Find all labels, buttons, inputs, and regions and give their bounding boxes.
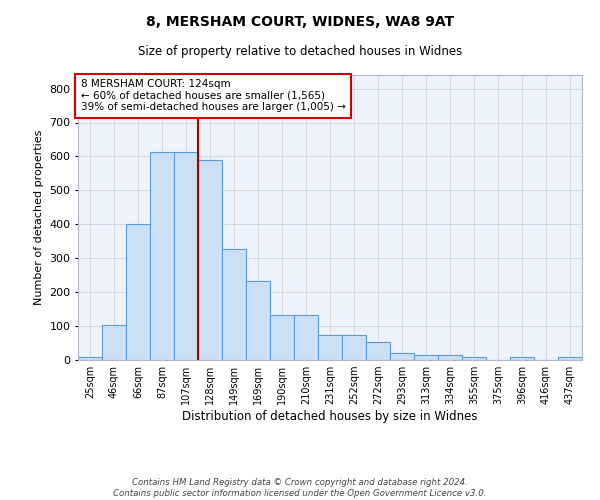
Bar: [198, 160, 222, 360]
Bar: [414, 355, 438, 360]
Bar: [390, 352, 414, 360]
Text: 8 MERSHAM COURT: 124sqm
← 60% of detached houses are smaller (1,565)
39% of semi: 8 MERSHAM COURT: 124sqm ← 60% of detache…: [80, 80, 346, 112]
Bar: [462, 357, 486, 360]
Bar: [246, 280, 270, 360]
Bar: [102, 324, 126, 360]
Bar: [270, 314, 294, 360]
Bar: [174, 152, 198, 360]
Text: 8, MERSHAM COURT, WIDNES, WA8 9AT: 8, MERSHAM COURT, WIDNES, WA8 9AT: [146, 15, 454, 29]
Bar: [294, 314, 318, 360]
Text: Size of property relative to detached houses in Widnes: Size of property relative to detached ho…: [138, 45, 462, 58]
Bar: [366, 342, 390, 360]
Bar: [438, 355, 462, 360]
Bar: [558, 357, 582, 360]
X-axis label: Distribution of detached houses by size in Widnes: Distribution of detached houses by size …: [182, 410, 478, 423]
Bar: [222, 248, 246, 360]
Bar: [318, 334, 342, 360]
Bar: [78, 358, 102, 360]
Y-axis label: Number of detached properties: Number of detached properties: [34, 130, 44, 305]
Bar: [342, 334, 366, 360]
Bar: [510, 357, 534, 360]
Text: Contains HM Land Registry data © Crown copyright and database right 2024.
Contai: Contains HM Land Registry data © Crown c…: [113, 478, 487, 498]
Bar: [150, 152, 174, 360]
Bar: [126, 224, 150, 360]
